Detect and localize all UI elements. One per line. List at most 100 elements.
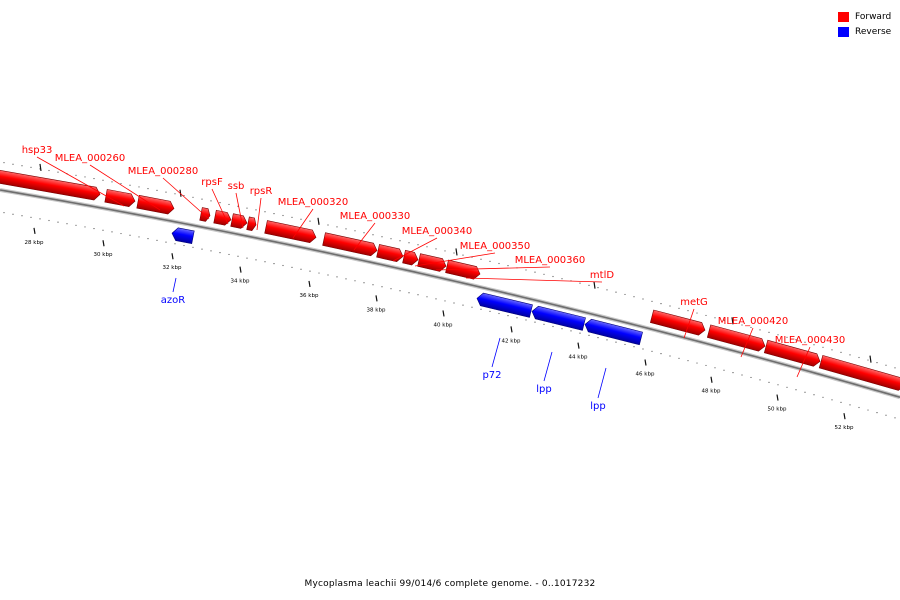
- ruler-tick: [843, 413, 846, 420]
- ruler-dot: [795, 339, 797, 341]
- gene-label: MLEA_000260: [55, 153, 126, 164]
- gene-label: MLEA_000360: [515, 255, 586, 266]
- ruler-dot: [120, 182, 122, 185]
- ruler-dot: [183, 194, 185, 197]
- ruler-dot: [381, 286, 383, 288]
- ruler-dot: [93, 227, 95, 230]
- ruler-dot: [21, 165, 23, 167]
- ruler-dot: [795, 389, 797, 391]
- ruler-dot: [165, 241, 167, 243]
- gene-label: MLEA_000420: [718, 316, 789, 327]
- ruler-dot: [723, 319, 725, 321]
- ruler-dot: [336, 276, 338, 278]
- ruler-dot: [354, 280, 356, 282]
- ruler-dot: [453, 302, 455, 304]
- ruler-tick: [710, 376, 713, 383]
- ruler-dot: [822, 346, 824, 348]
- ruler-dot: [750, 376, 752, 379]
- ruler-dot: [408, 292, 410, 294]
- ruler-dot: [840, 401, 842, 403]
- ruler-dot: [192, 196, 194, 198]
- ruler-dot: [876, 362, 878, 364]
- ruler-tick-label: 40 kbp: [434, 322, 453, 328]
- ruler-dot: [264, 211, 266, 213]
- ruler-tick-label: 52 kbp: [835, 425, 854, 431]
- ruler-dot: [525, 319, 527, 321]
- ruler-tick-label: 42 kbp: [502, 338, 521, 344]
- ruler-tick-label: 46 kbp: [636, 372, 655, 378]
- ruler-dot: [3, 162, 5, 164]
- leader-line: [353, 222, 376, 251]
- ruler-dot: [759, 379, 761, 381]
- ruler-dot: [255, 209, 257, 211]
- ruler-dot: [525, 269, 527, 271]
- ruler-dot: [39, 218, 41, 220]
- ruler-dot: [210, 200, 212, 202]
- legend-item-forward: Forward: [838, 9, 891, 24]
- ruler-tick: [442, 310, 445, 317]
- ruler-dot: [363, 282, 365, 284]
- gene-arrow-rpsF: [199, 207, 211, 222]
- legend: Forward Reverse: [838, 9, 891, 39]
- ruler-dot: [390, 238, 392, 240]
- ruler-dot: [426, 296, 428, 298]
- leader-line: [683, 308, 695, 339]
- ruler-dot: [768, 331, 770, 333]
- ruler-dot: [534, 321, 536, 323]
- gene-label: metG: [680, 297, 708, 308]
- ruler-dot: [453, 252, 455, 254]
- ruler-dot: [219, 252, 221, 254]
- ruler-dot: [750, 326, 752, 329]
- ruler-dot: [804, 341, 806, 343]
- ruler-tick-label: 34 kbp: [231, 279, 250, 285]
- legend-label-reverse: Reverse: [855, 26, 892, 37]
- ruler-dot: [552, 325, 554, 328]
- ruler-tick-label: 32 kbp: [163, 265, 182, 271]
- gene-label: MLEA_000350: [460, 241, 531, 252]
- ruler-dot: [480, 308, 482, 310]
- ruler-dot: [354, 230, 356, 232]
- gene-arrow-ssb-2: [230, 213, 248, 229]
- ruler-tick-label: 50 kbp: [768, 407, 787, 413]
- leader-line: [465, 277, 603, 283]
- ruler-dot: [300, 268, 302, 270]
- ruler-dot: [786, 386, 788, 388]
- ruler-dot: [705, 314, 707, 317]
- ruler-tick: [308, 280, 311, 288]
- ruler-dot: [399, 240, 401, 242]
- ruler-dot: [129, 234, 131, 236]
- ruler-dot: [597, 287, 599, 289]
- leader-line: [256, 197, 262, 231]
- ruler-tick-label: 28 kbp: [25, 240, 44, 246]
- gene-arrow-MLEA_000350: [402, 249, 419, 266]
- ruler-dot: [714, 317, 716, 319]
- gene-arrow-metG: [649, 309, 706, 336]
- ruler-dot: [174, 193, 176, 195]
- ruler-dot: [633, 346, 635, 348]
- ruler-dot: [93, 177, 95, 180]
- ruler-dot: [588, 284, 590, 286]
- ruler-dot: [444, 250, 446, 252]
- ruler-dot: [876, 412, 878, 414]
- ruler-dot: [120, 232, 122, 235]
- ruler-dot: [399, 290, 401, 292]
- gene-arrow-hsp33: [0, 168, 101, 201]
- ruler-dot: [156, 189, 158, 191]
- ruler-dot: [462, 304, 464, 306]
- ruler-dot: [660, 353, 662, 355]
- ruler-dot: [885, 414, 887, 416]
- tick-mark: [869, 355, 872, 363]
- ruler-dot: [138, 186, 140, 188]
- ruler-dot: [678, 357, 680, 359]
- ruler-dot: [57, 221, 59, 223]
- ruler-dot: [822, 396, 824, 398]
- ruler-dot: [597, 337, 599, 339]
- ruler-dot: [615, 291, 617, 293]
- ruler-dot: [885, 364, 887, 366]
- ruler-dot: [111, 231, 113, 233]
- tick-mark: [317, 217, 320, 225]
- ruler-dot: [858, 356, 860, 359]
- ruler-dot: [840, 351, 842, 353]
- ruler-dot: [372, 234, 374, 236]
- leader-line: [543, 351, 553, 382]
